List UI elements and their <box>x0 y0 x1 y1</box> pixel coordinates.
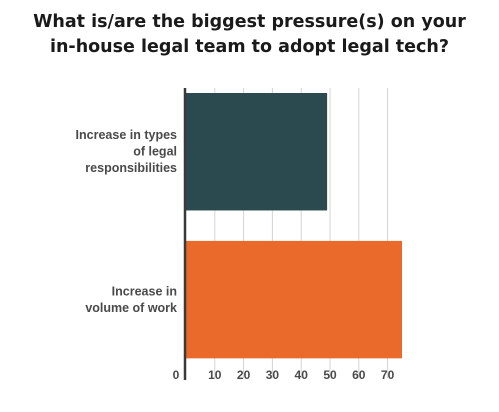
x-tick-label: 0 <box>173 368 180 382</box>
x-tick-label: 20 <box>237 368 251 382</box>
category-label: responsibilities <box>85 161 177 175</box>
x-tick-label: 40 <box>295 368 309 382</box>
x-tick-labels: 0 10 20 30 40 50 60 70 <box>173 368 395 382</box>
chart-title: What is/are the biggest pressure(s) on y… <box>0 10 499 60</box>
x-tick-label: 70 <box>381 368 395 382</box>
x-tick-label: 30 <box>266 368 280 382</box>
bar <box>186 93 328 211</box>
bar <box>186 240 402 359</box>
category-label: Increase in types <box>76 128 177 142</box>
category-label: Increase in <box>112 284 177 298</box>
category-labels: Increase in types of legal responsibilitie… <box>76 128 177 315</box>
x-tick-label: 10 <box>208 368 222 382</box>
x-tick-label: 60 <box>352 368 366 382</box>
chart-title-line-2: in-house legal team to adopt legal tech? <box>49 37 450 57</box>
category-label: volume of work <box>85 301 177 315</box>
chart-title-line-1: What is/are the biggest pressure(s) on y… <box>33 12 466 32</box>
category-label: of legal <box>133 145 177 159</box>
x-tick-label: 50 <box>323 368 337 382</box>
bars <box>186 93 402 359</box>
